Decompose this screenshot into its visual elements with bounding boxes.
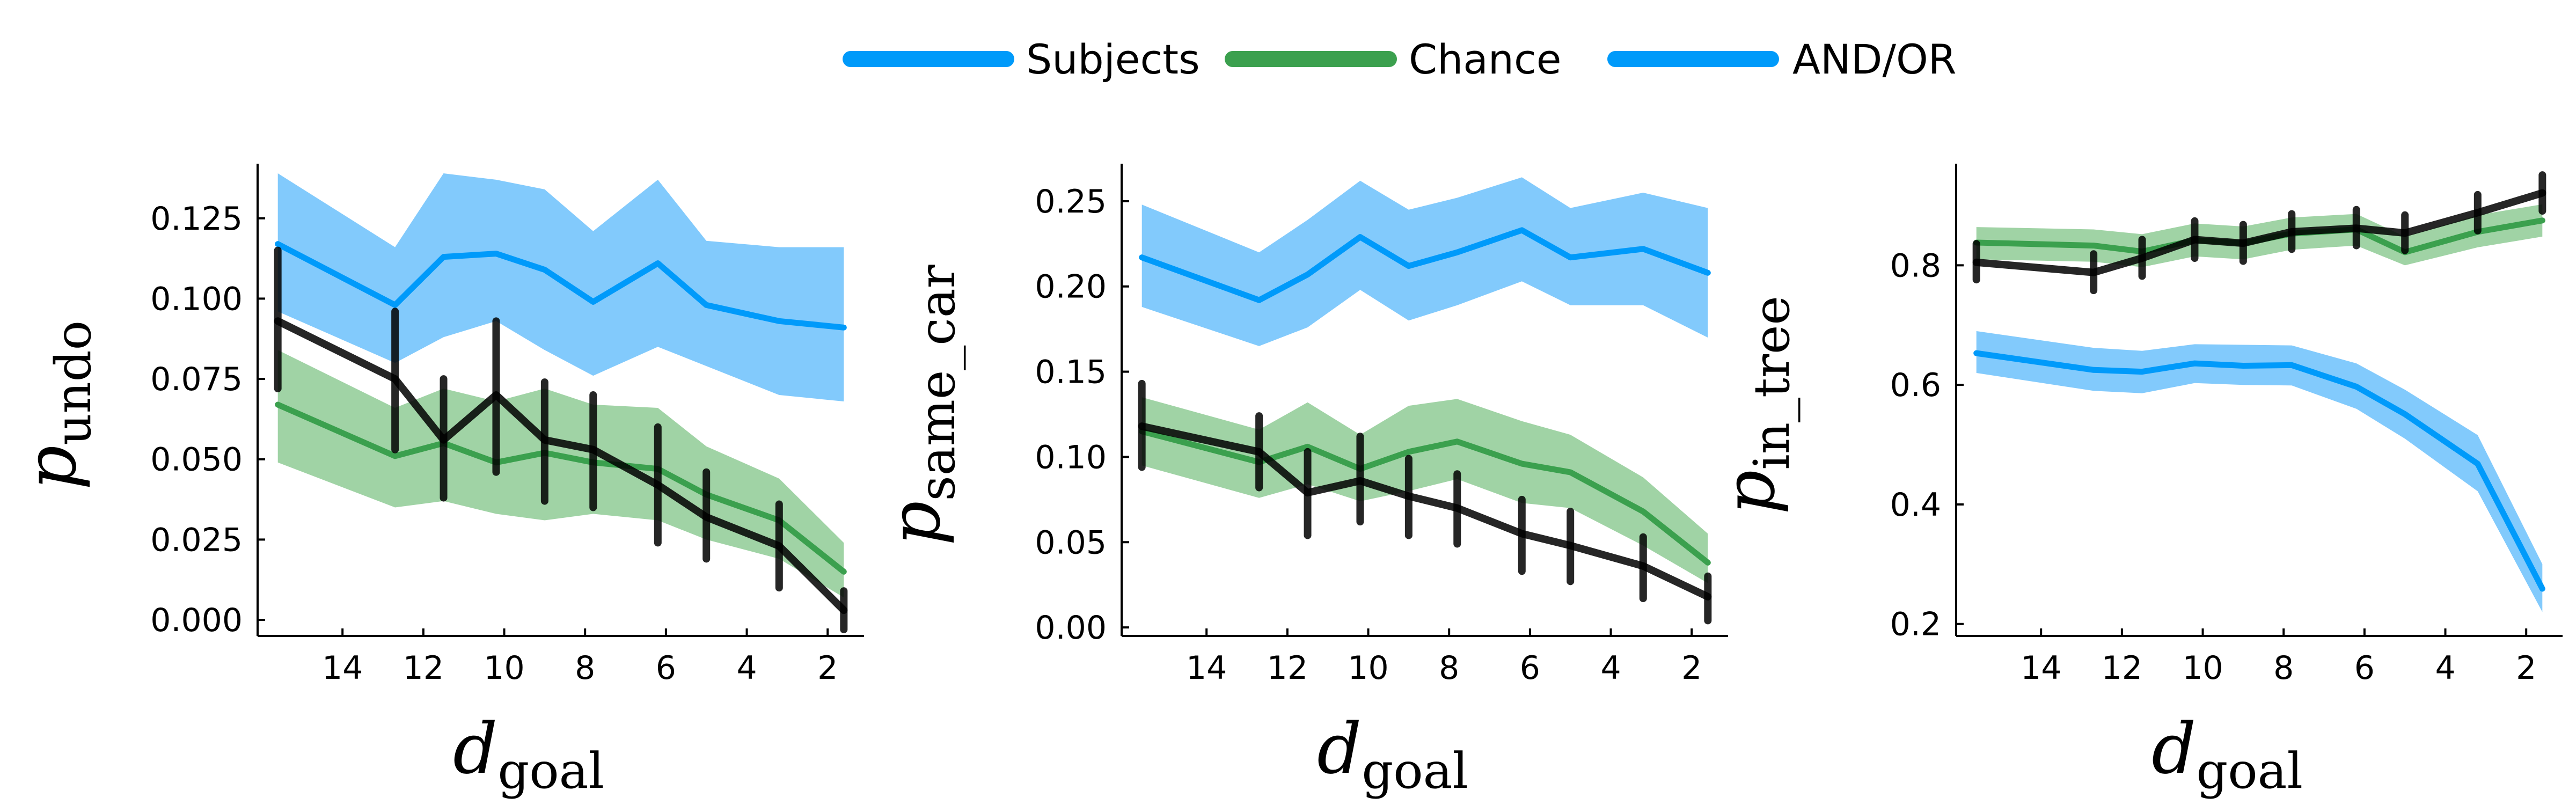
panel-2-x-axis-label-sub: goal (1362, 742, 1468, 800)
panel-3-ytick-label: 0.6 (1890, 367, 1941, 404)
panel-1-xtick-label: 4 (736, 649, 757, 687)
panel-2-ytick-label: 0.25 (1035, 183, 1107, 221)
panel-2-line-chance (1139, 428, 1711, 566)
panel-2-xtick-label: 8 (1439, 649, 1459, 687)
legend: Subjects Chance AND/OR (843, 35, 1957, 83)
panel-1-ytick-label: 0.050 (150, 441, 243, 479)
panel-2-line-and-or (1138, 422, 1712, 601)
panel-2-xtick-label: 14 (1186, 649, 1227, 687)
panel-1-ytick-label: 0.025 (150, 521, 243, 559)
legend-label-chance: Chance (1409, 35, 1562, 83)
panel-1-xtick-label: 8 (575, 649, 595, 687)
panel-3-ytick-label: 0.4 (1890, 486, 1941, 524)
panel-2-xtick-label: 6 (1520, 649, 1540, 687)
panel-2-line-subjects (1139, 227, 1711, 303)
panel-3-y-axis-label: pin_tree (1709, 296, 1801, 515)
panel-2-xtick-label: 10 (1348, 649, 1388, 687)
panel-1-xtick-label: 12 (403, 649, 444, 687)
panel-2-ytick-label: 0.05 (1035, 524, 1107, 561)
panel-1-band-chance (277, 350, 844, 598)
panel-3-xtick-label: 2 (2516, 649, 2536, 687)
panel-3: 0.2 0.4 0.6 0.8 14 12 10 8 6 4 2 dgoal pin_tree (1709, 164, 2563, 800)
panel-2-xtick-label: 4 (1600, 649, 1621, 687)
legend-label-andor: AND/OR (1792, 35, 1957, 83)
panel-3-ytick-label: 0.2 (1890, 606, 1941, 643)
panel-2-y-axis-label-sub: same_car (909, 265, 966, 501)
panel-1-y-axis-label: pundo (10, 320, 102, 490)
panel-3-xtick-label: 4 (2435, 649, 2455, 687)
panel-1: 0.000 0.025 0.050 0.075 0.100 0.125 14 12 10 8 6 4 2… (10, 164, 864, 800)
panel-1-xtick-label: 10 (484, 649, 524, 687)
panel-3-xtick-label: 14 (2021, 649, 2061, 687)
panel-3-xtick-label: 12 (2102, 649, 2142, 687)
panel-3-line-subjects (1973, 350, 2545, 592)
panel-2-xtick-label: 12 (1267, 649, 1308, 687)
panel-2-band-chance (1141, 397, 1708, 583)
panel-3-ytick-label: 0.8 (1890, 247, 1941, 284)
panel-3-x-axis-label-sub: goal (2196, 742, 2303, 800)
panel-1-xtick-label: 6 (656, 649, 676, 687)
panel-2-ytick-label: 0.10 (1035, 438, 1107, 476)
panel-3-xtick-label: 10 (2182, 649, 2223, 687)
panel-2-ytick-label: 0.00 (1035, 609, 1107, 647)
panel-1-band-subjects (277, 173, 844, 401)
panel-2-x-axis-label: dgoal (1317, 708, 1468, 800)
panel-1-line-chance (275, 401, 847, 575)
panel-1-ytick-label: 0.100 (150, 280, 243, 318)
panel-3-x-axis-label: dgoal (2151, 708, 2303, 800)
panel-3-y-axis-label-sub: in_tree (1743, 296, 1801, 470)
panel-1-line-subjects (275, 241, 847, 331)
panel-2-ytick-label: 0.15 (1035, 354, 1107, 391)
panel-1-ytick-label: 0.075 (150, 361, 243, 398)
legend-label-subjects: Subjects (1026, 35, 1200, 83)
panel-3-xtick-label: 6 (2354, 649, 2375, 687)
panel-2-xtick-label: 2 (1681, 649, 1702, 687)
panel-1-ytick-label: 0.000 (150, 602, 243, 639)
panel-1-ytick-label: 0.125 (150, 200, 243, 238)
panel-3-band-subjects (1976, 331, 2543, 612)
panel-3-line-and-or (1972, 189, 2546, 276)
panel-2-ytick-label: 0.20 (1035, 268, 1107, 306)
panel-2-y-axis-label: psame_car (874, 265, 966, 545)
panel-2: 0.00 0.05 0.10 0.15 0.20 0.25 14 12 10 8 6 4 2 dgoal p… (874, 164, 1728, 800)
panel-3-xtick-label: 8 (2273, 649, 2294, 687)
panel-1-x-axis-label-sub: goal (497, 742, 604, 800)
panel-1-xtick-label: 2 (817, 649, 838, 687)
panel-1-xtick-label: 14 (322, 649, 363, 687)
panel-1-y-axis-label-sub: undo (45, 320, 102, 445)
panel-1-x-axis-label: dgoal (453, 708, 604, 800)
panel-1-line-and-or (274, 317, 848, 614)
